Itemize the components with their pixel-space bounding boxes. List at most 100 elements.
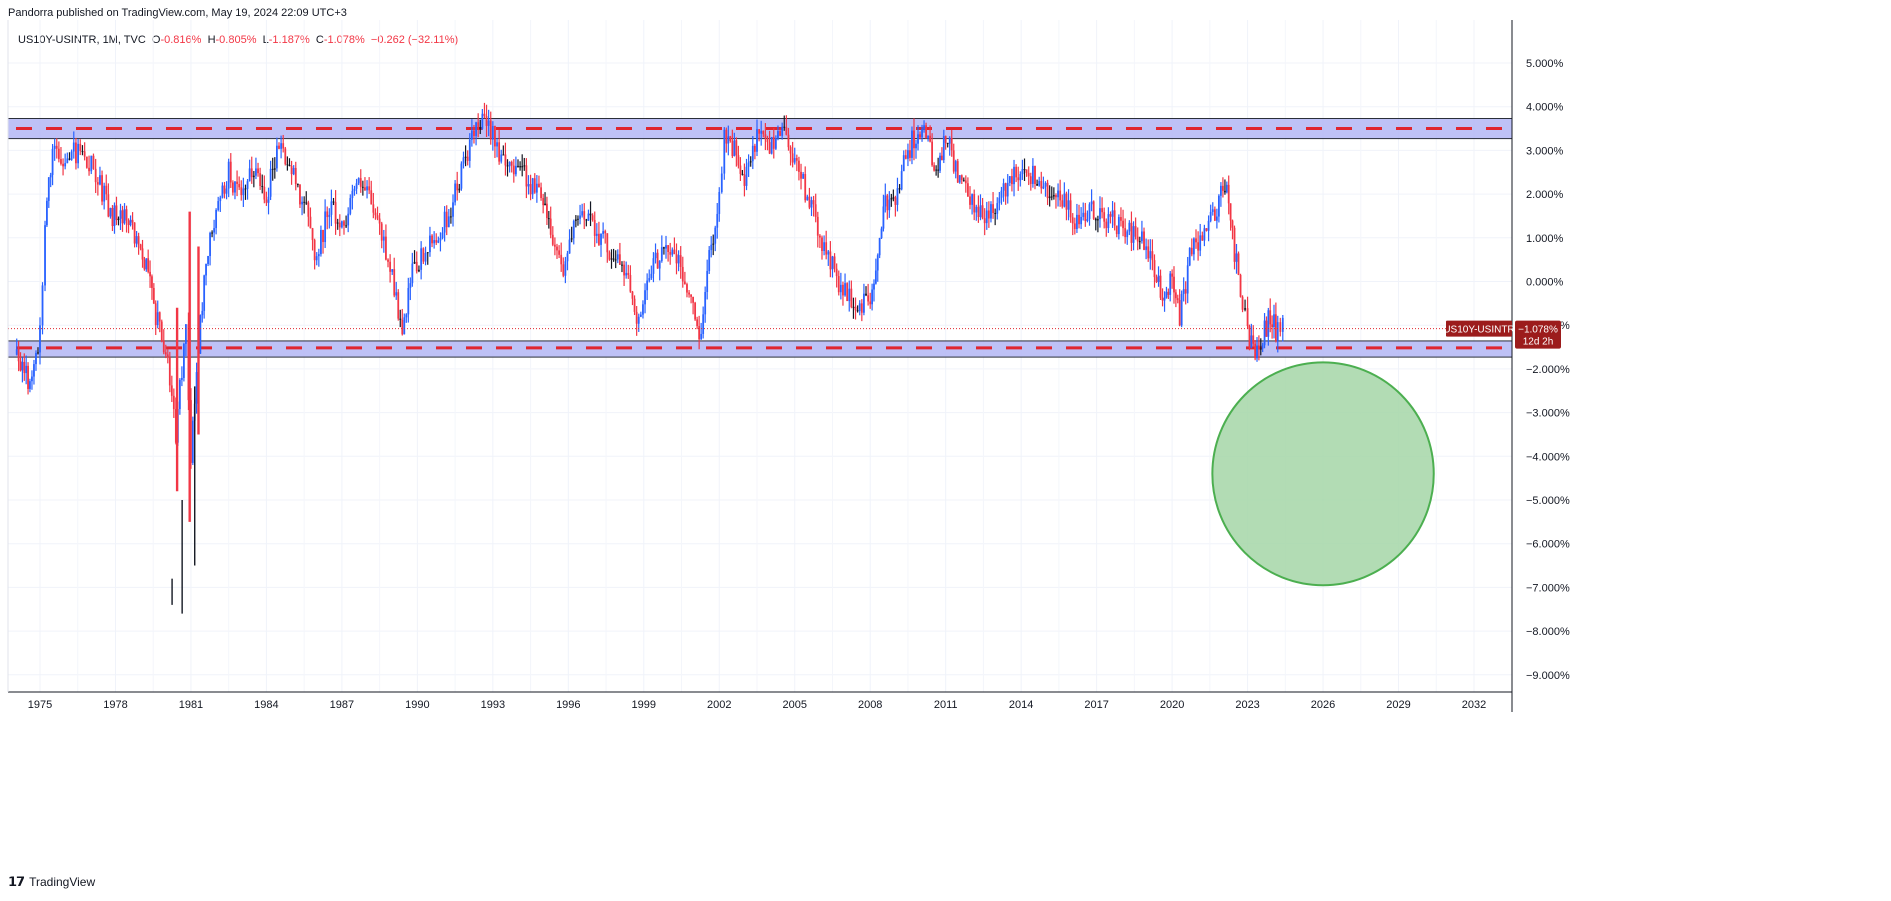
candle-body[interactable] <box>579 215 581 219</box>
candle-body[interactable] <box>985 210 988 224</box>
candle-body[interactable] <box>1107 214 1110 229</box>
candle-body[interactable] <box>884 195 887 207</box>
candle-body[interactable] <box>1167 291 1170 295</box>
candle-body[interactable] <box>564 261 567 276</box>
candle-body[interactable] <box>942 136 945 161</box>
candle-body[interactable] <box>1011 176 1013 185</box>
candle-body[interactable] <box>1205 228 1208 231</box>
candle-body[interactable] <box>145 258 148 270</box>
candle-body[interactable] <box>494 126 496 147</box>
candle-body[interactable] <box>1261 345 1264 349</box>
candle-body[interactable] <box>464 156 467 158</box>
candle-body[interactable] <box>781 126 784 136</box>
candle-body[interactable] <box>282 143 285 149</box>
candle-body[interactable] <box>47 177 50 201</box>
candle-body[interactable] <box>25 365 28 374</box>
candle-body[interactable] <box>718 191 721 214</box>
candle-body[interactable] <box>1161 297 1164 301</box>
candle-body[interactable] <box>15 349 18 355</box>
candle-body[interactable] <box>357 178 360 184</box>
candle-body[interactable] <box>1256 345 1258 359</box>
candle-body[interactable] <box>1267 310 1270 337</box>
candle-body[interactable] <box>1096 219 1099 221</box>
candle-body[interactable] <box>1040 181 1043 189</box>
candle-body[interactable] <box>675 253 678 264</box>
candle-body[interactable] <box>328 214 331 218</box>
candle-body[interactable] <box>205 264 207 276</box>
candle-body[interactable] <box>556 246 558 251</box>
candle-body[interactable] <box>960 175 963 180</box>
candle-body[interactable] <box>355 183 358 189</box>
candle-body[interactable] <box>1173 276 1175 293</box>
candle-body[interactable] <box>774 138 777 149</box>
candle-body[interactable] <box>802 173 805 179</box>
candle-body[interactable] <box>688 292 690 295</box>
candle-body[interactable] <box>479 127 482 129</box>
candle-body[interactable] <box>1025 169 1028 173</box>
candle-body[interactable] <box>361 186 364 188</box>
candle-body[interactable] <box>587 213 590 221</box>
candle-body[interactable] <box>894 197 897 205</box>
candle-body[interactable] <box>1004 183 1007 197</box>
candle-body[interactable] <box>139 244 142 249</box>
candle-body[interactable] <box>299 184 301 205</box>
candle-body[interactable] <box>1130 222 1133 243</box>
candle-body[interactable] <box>330 201 333 215</box>
candle-body[interactable] <box>117 218 120 221</box>
candle-body[interactable] <box>962 179 965 181</box>
candle-body[interactable] <box>850 288 853 308</box>
candle-body[interactable] <box>614 259 617 261</box>
candle-body[interactable] <box>1141 231 1143 242</box>
candle-body[interactable] <box>581 211 584 216</box>
candle-body[interactable] <box>115 205 118 221</box>
candle-body[interactable] <box>195 372 198 404</box>
candle-body[interactable] <box>1235 253 1238 262</box>
candle-body[interactable] <box>848 288 851 302</box>
candle-body[interactable] <box>401 319 404 335</box>
candle-body[interactable] <box>420 248 423 270</box>
candle-body[interactable] <box>1036 183 1038 186</box>
candle-body[interactable] <box>31 376 33 382</box>
candle-body[interactable] <box>627 272 630 275</box>
candle-body[interactable] <box>987 210 990 219</box>
candle-body[interactable] <box>391 269 394 272</box>
candle-body[interactable] <box>366 186 368 191</box>
candle-body[interactable] <box>307 202 310 217</box>
candle-body[interactable] <box>1151 251 1154 261</box>
candle-body[interactable] <box>454 183 457 203</box>
candle-body[interactable] <box>814 204 817 217</box>
candle-body[interactable] <box>800 171 802 179</box>
candle-body[interactable] <box>1178 299 1181 326</box>
candle-body[interactable] <box>1076 214 1078 230</box>
candle-body[interactable] <box>954 161 957 172</box>
candle-body[interactable] <box>568 239 571 254</box>
candle-body[interactable] <box>1207 220 1210 231</box>
candle-body[interactable] <box>712 243 715 245</box>
candle-body[interactable] <box>789 147 792 154</box>
candle-body[interactable] <box>610 258 613 260</box>
candle-body[interactable] <box>608 252 611 260</box>
candle-body[interactable] <box>631 291 634 299</box>
candle-body[interactable] <box>39 325 41 353</box>
candle-body[interactable] <box>313 240 316 261</box>
candle-body[interactable] <box>1213 209 1216 221</box>
candle-body[interactable] <box>874 270 877 284</box>
candle-body[interactable] <box>17 349 20 362</box>
target-circle-shape[interactable] <box>1211 361 1435 587</box>
candle-body[interactable] <box>1115 225 1118 235</box>
candle-body[interactable] <box>606 233 609 253</box>
candle-body[interactable] <box>768 142 771 154</box>
candle-body[interactable] <box>496 142 498 147</box>
candle-body[interactable] <box>1165 291 1168 298</box>
candle-body[interactable] <box>498 142 501 162</box>
candle-body[interactable] <box>276 145 278 169</box>
candle-body[interactable] <box>946 142 949 144</box>
candle-body[interactable] <box>616 254 619 260</box>
candle-body[interactable] <box>393 269 396 296</box>
candle-body[interactable] <box>882 206 885 229</box>
candle-body[interactable] <box>278 145 280 149</box>
candle-body[interactable] <box>349 198 352 214</box>
candle-body[interactable] <box>1244 308 1246 310</box>
candle-body[interactable] <box>244 188 247 190</box>
candle-body[interactable] <box>1276 322 1279 341</box>
